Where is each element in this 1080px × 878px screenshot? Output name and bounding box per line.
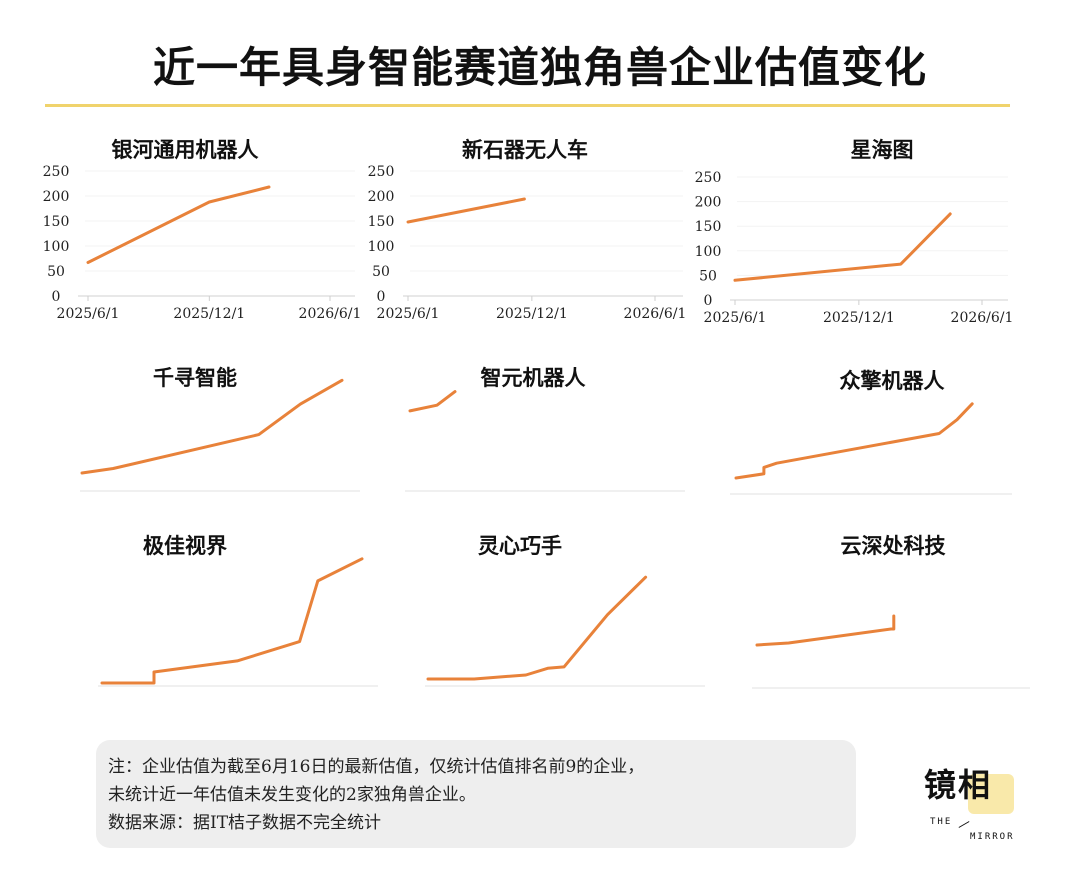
y-tick-label: 0 (52, 289, 61, 305)
panel-title-1: 银河通用机器人 (111, 138, 259, 162)
title-underline (45, 104, 1010, 107)
note-line-3: 数据来源：据IT桔子数据不完全统计 (108, 813, 382, 833)
valuation-line-1 (86, 185, 271, 264)
panel-title-6: 众擎机器人 (839, 369, 945, 393)
note-line-1: 注：企业估值为截至6月16日的最新估值，仅统计估值排名前9的企业， (108, 757, 645, 777)
y-tick-label: 50 (699, 268, 717, 284)
valuation-line-3 (733, 212, 952, 282)
x-tick-label: 2025/6/1 (377, 306, 440, 322)
panel-title-4: 千寻智能 (153, 366, 237, 390)
logo-text: 镜相 (924, 766, 993, 804)
x-tick-label: 2025/12/1 (823, 310, 895, 326)
x-tick-label: 2025/6/1 (704, 310, 767, 326)
valuation-line-5 (408, 390, 457, 413)
y-tick-label: 0 (377, 289, 386, 305)
y-tick-label: 0 (704, 293, 713, 309)
panel-title-9: 云深处科技 (840, 534, 946, 558)
y-tick-label: 200 (368, 189, 395, 205)
y-tick-label: 50 (47, 264, 65, 280)
x-tick-label: 2025/6/1 (57, 306, 120, 322)
logo-subtext-the: THE (930, 817, 953, 827)
y-tick-label: 250 (368, 164, 395, 180)
y-tick-label: 250 (43, 164, 70, 180)
panel-title-8: 灵心巧手 (478, 534, 562, 558)
page-title: 近一年具身智能赛道独角兽企业估值变化 (152, 43, 927, 92)
y-tick-label: 200 (695, 195, 722, 211)
y-tick-label: 150 (695, 219, 722, 235)
y-tick-label: 100 (368, 239, 395, 255)
x-tick-label: 2026/6/1 (624, 306, 687, 322)
panel-title-2: 新石器无人车 (462, 138, 588, 162)
y-tick-label: 200 (43, 189, 70, 205)
valuation-line-2 (406, 197, 526, 224)
panel-title-3: 星海图 (850, 138, 914, 162)
x-tick-label: 2025/12/1 (173, 306, 245, 322)
x-tick-label: 2026/6/1 (299, 306, 362, 322)
y-tick-label: 250 (695, 170, 722, 186)
valuation-line-7 (100, 557, 364, 685)
valuation-line-8 (426, 575, 648, 681)
valuation-line-6 (734, 402, 974, 480)
logo-highlight (968, 774, 1014, 814)
y-tick-label: 150 (43, 214, 70, 230)
x-tick-label: 2026/6/1 (951, 310, 1014, 326)
note-line-2: 未统计近一年估值未发生变化的2家独角兽企业。 (108, 785, 476, 805)
valuation-line-4 (80, 378, 344, 475)
x-tick-label: 2025/12/1 (496, 306, 568, 322)
note-box (96, 740, 856, 848)
panel-title-7: 极佳视界 (143, 534, 227, 558)
y-tick-label: 100 (695, 244, 722, 260)
y-tick-label: 50 (372, 264, 390, 280)
y-tick-label: 150 (368, 214, 395, 230)
logo-subtext-mirror: MIRROR (970, 832, 1015, 842)
panel-title-5: 智元机器人 (480, 366, 586, 390)
y-tick-label: 100 (43, 239, 70, 255)
valuation-line-9 (755, 614, 896, 647)
